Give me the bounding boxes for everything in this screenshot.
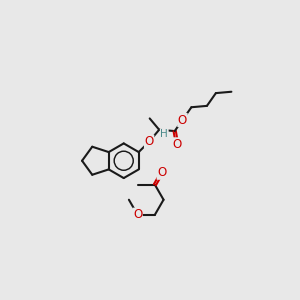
Text: O: O — [178, 113, 187, 127]
Text: O: O — [145, 135, 154, 148]
Text: O: O — [157, 166, 167, 179]
Text: O: O — [172, 138, 182, 151]
Text: O: O — [133, 208, 142, 221]
Text: H: H — [160, 129, 168, 139]
